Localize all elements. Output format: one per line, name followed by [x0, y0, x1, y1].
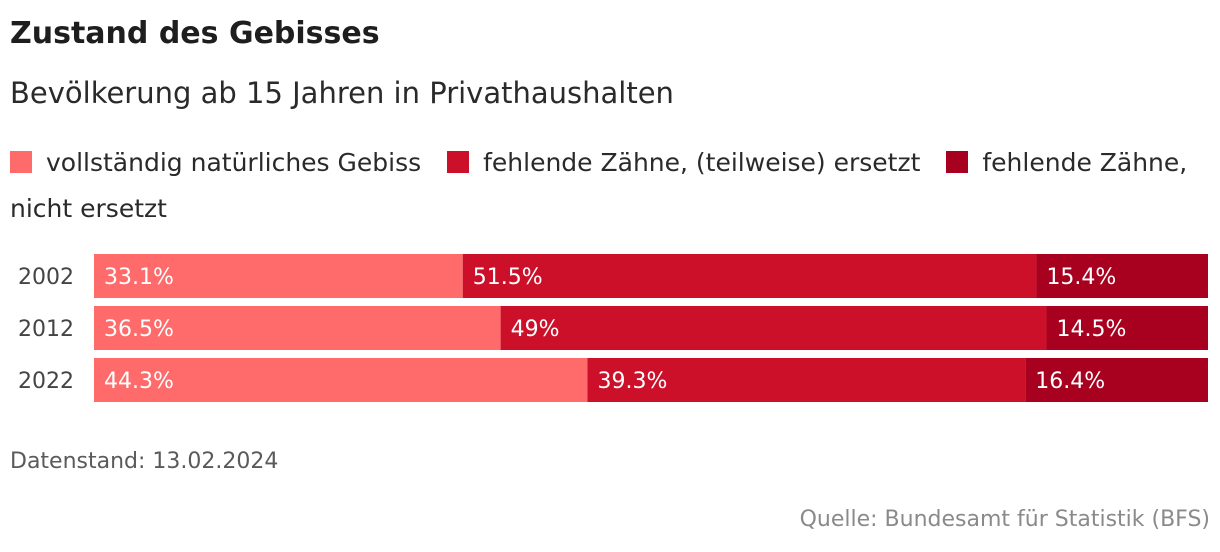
data-date-note: Datenstand: 13.02.2024 — [10, 449, 279, 474]
chart-subtitle: Bevölkerung ab 15 Jahren in Privathausha… — [10, 76, 674, 110]
legend-label-replaced: fehlende Zähne, (teilweise) ersetzt — [483, 148, 921, 177]
data-label-2022-series-1: 39.3% — [598, 369, 668, 394]
bar-segment-2022-series-2[interactable] — [1025, 358, 1208, 402]
bar-segment-2002-series-0[interactable] — [94, 254, 463, 298]
data-label-2002-series-0: 33.1% — [104, 265, 174, 290]
legend-swatch-replaced — [447, 151, 470, 173]
legend-label-not-replaced: fehlende Zähne, nicht ersetzt — [10, 148, 1188, 223]
data-label-2012-series-1: 49% — [511, 317, 560, 342]
legend-swatch-not-replaced — [946, 151, 969, 173]
bar-segment-2022-series-0[interactable] — [94, 358, 588, 402]
data-label-2002-series-2: 15.4% — [1046, 265, 1116, 290]
legend: vollständig natürliches Gebiss fehlende … — [10, 140, 1200, 232]
bar-segment-2002-series-1[interactable] — [462, 254, 1037, 298]
bar-segment-2022-series-1[interactable] — [587, 358, 1026, 402]
legend-item-replaced[interactable]: fehlende Zähne, (teilweise) ersetzt — [447, 148, 920, 177]
bar-segment-2012-series-2[interactable] — [1046, 306, 1208, 350]
chart-title: Zustand des Gebisses — [10, 16, 380, 51]
legend-item-natural[interactable]: vollständig natürliches Gebiss — [10, 148, 421, 177]
category-label-2012: 2012 — [18, 317, 74, 342]
data-label-2022-series-0: 44.3% — [104, 369, 174, 394]
legend-label-natural: vollständig natürliches Gebiss — [46, 148, 422, 177]
category-label-2002: 2002 — [18, 265, 74, 290]
bar-segment-2012-series-1[interactable] — [500, 306, 1047, 350]
data-label-2012-series-2: 14.5% — [1056, 317, 1126, 342]
bar-segment-2012-series-0[interactable] — [94, 306, 501, 350]
category-label-2022: 2022 — [18, 369, 74, 394]
source-note: Quelle: Bundesamt für Statistik (BFS) — [799, 507, 1210, 532]
stacked-bar-chart: 2002 33.1% 51.5% 15.4% 2012 36.5% 49% 14.5% 2022… — [18, 254, 1208, 402]
legend-item-not-replaced[interactable]: fehlende Zähne, nicht ersetzt — [10, 148, 1187, 223]
data-label-2002-series-1: 51.5% — [473, 265, 543, 290]
data-label-2012-series-0: 36.5% — [104, 317, 174, 342]
legend-swatch-natural — [10, 151, 32, 173]
bar-segment-2002-series-2[interactable] — [1036, 254, 1208, 298]
data-label-2022-series-2: 16.4% — [1035, 369, 1105, 394]
